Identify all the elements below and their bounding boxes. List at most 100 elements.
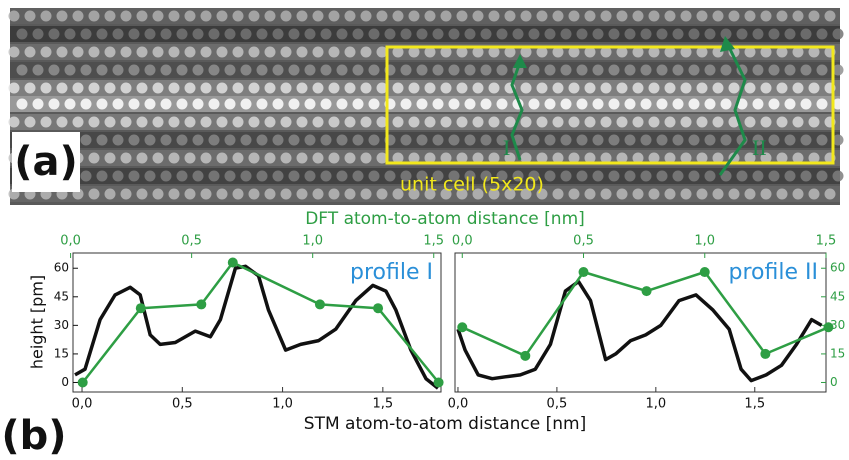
stm-atom: [344, 152, 356, 164]
stm-atom: [504, 116, 516, 128]
stm-atom: [616, 82, 628, 94]
stm-atom: [464, 64, 476, 76]
stm-atom: [536, 10, 548, 22]
stm-atom: [288, 134, 300, 146]
stm-atom: [496, 98, 508, 110]
stm-atom: [88, 82, 100, 94]
stm-atom: [152, 82, 164, 94]
stm-atom: [568, 152, 580, 164]
stm-atom: [296, 116, 308, 128]
stm-atom: [648, 10, 660, 22]
stm-atom: [96, 64, 108, 76]
stm-atom: [504, 188, 516, 200]
data-point: [641, 286, 652, 297]
stm-atom: [296, 152, 308, 164]
stm-atom: [472, 46, 484, 58]
y-tick-label: 15: [54, 346, 69, 360]
stm-atom: [808, 82, 820, 94]
stm-atom: [704, 170, 716, 182]
stm-atom: [224, 64, 236, 76]
profile-arrow: [718, 44, 747, 176]
stm-atom: [728, 82, 740, 94]
stm-atom: [72, 46, 84, 58]
y-tick-label: 0: [61, 375, 69, 389]
stm-atom: [488, 46, 500, 58]
stm-atom: [448, 28, 460, 40]
stm-atom: [352, 98, 364, 110]
panel-label: (b): [1, 413, 66, 459]
stm-atom: [712, 82, 724, 94]
stm-atom: [608, 170, 620, 182]
stm-atom: [600, 188, 612, 200]
plot-frame: [454, 252, 827, 393]
stm-atom: [48, 98, 60, 110]
stm-atom: [40, 116, 52, 128]
stm-atom: [160, 98, 172, 110]
stm-atom: [432, 170, 444, 182]
stm-atom: [360, 10, 372, 22]
stm-atom: [112, 134, 124, 146]
stm-atom: [456, 116, 468, 128]
stm-atom: [144, 64, 156, 76]
stm-atom: [344, 116, 356, 128]
stm-atom: [344, 188, 356, 200]
stm-atom: [576, 170, 588, 182]
stm-atom: [720, 98, 732, 110]
stm-atom: [224, 170, 236, 182]
stm-atom: [88, 10, 100, 22]
stm-atom: [832, 64, 844, 76]
stm-atom: [680, 46, 692, 58]
stm-atom: [600, 10, 612, 22]
stm-atom: [768, 64, 780, 76]
stm-image: [8, 8, 844, 205]
stm-atom: [16, 98, 28, 110]
stm-atom: [272, 134, 284, 146]
stm-atom: [760, 10, 772, 22]
stm-atom: [800, 64, 812, 76]
stm-atom: [144, 98, 156, 110]
stm-atom: [440, 152, 452, 164]
stm-atom: [480, 134, 492, 146]
stm-atom: [656, 98, 668, 110]
stm-atom: [648, 188, 660, 200]
x2-tick-label: 1,0: [694, 234, 715, 249]
stm-atom: [264, 116, 276, 128]
stm-atom: [208, 98, 220, 110]
stm-atom: [712, 116, 724, 128]
stm-atom: [672, 98, 684, 110]
stm-atom: [232, 82, 244, 94]
stm-atom: [312, 152, 324, 164]
stm-atom: [688, 64, 700, 76]
stm-atom: [608, 98, 620, 110]
profile-line: [74, 264, 440, 390]
stm-atom: [520, 116, 532, 128]
stm-atom: [688, 170, 700, 182]
x2-tick-label: 0,5: [181, 234, 202, 249]
stm-atom: [656, 64, 668, 76]
stm-atom: [400, 98, 412, 110]
stm-atom: [88, 46, 100, 58]
stm-atom: [24, 46, 36, 58]
stm-atom: [40, 46, 52, 58]
stm-atom: [128, 28, 140, 40]
stm-atom: [320, 134, 332, 146]
stm-atom: [304, 98, 316, 110]
stm-atom: [232, 10, 244, 22]
stm-atom: [88, 188, 100, 200]
stm-atom: [392, 82, 404, 94]
stm-atom: [832, 134, 844, 146]
stm-atom: [416, 170, 428, 182]
stm-atom: [752, 28, 764, 40]
stm-atom: [456, 188, 468, 200]
stm-atom: [224, 98, 236, 110]
stm-atom: [592, 134, 604, 146]
stm-atom: [56, 82, 68, 94]
y-tick-label: 30: [54, 318, 69, 332]
stm-atom: [744, 116, 756, 128]
stm-atom: [80, 170, 92, 182]
stm-atom: [32, 98, 44, 110]
stm-atom: [120, 152, 132, 164]
stm-atom: [176, 98, 188, 110]
stm-atom: [784, 98, 796, 110]
